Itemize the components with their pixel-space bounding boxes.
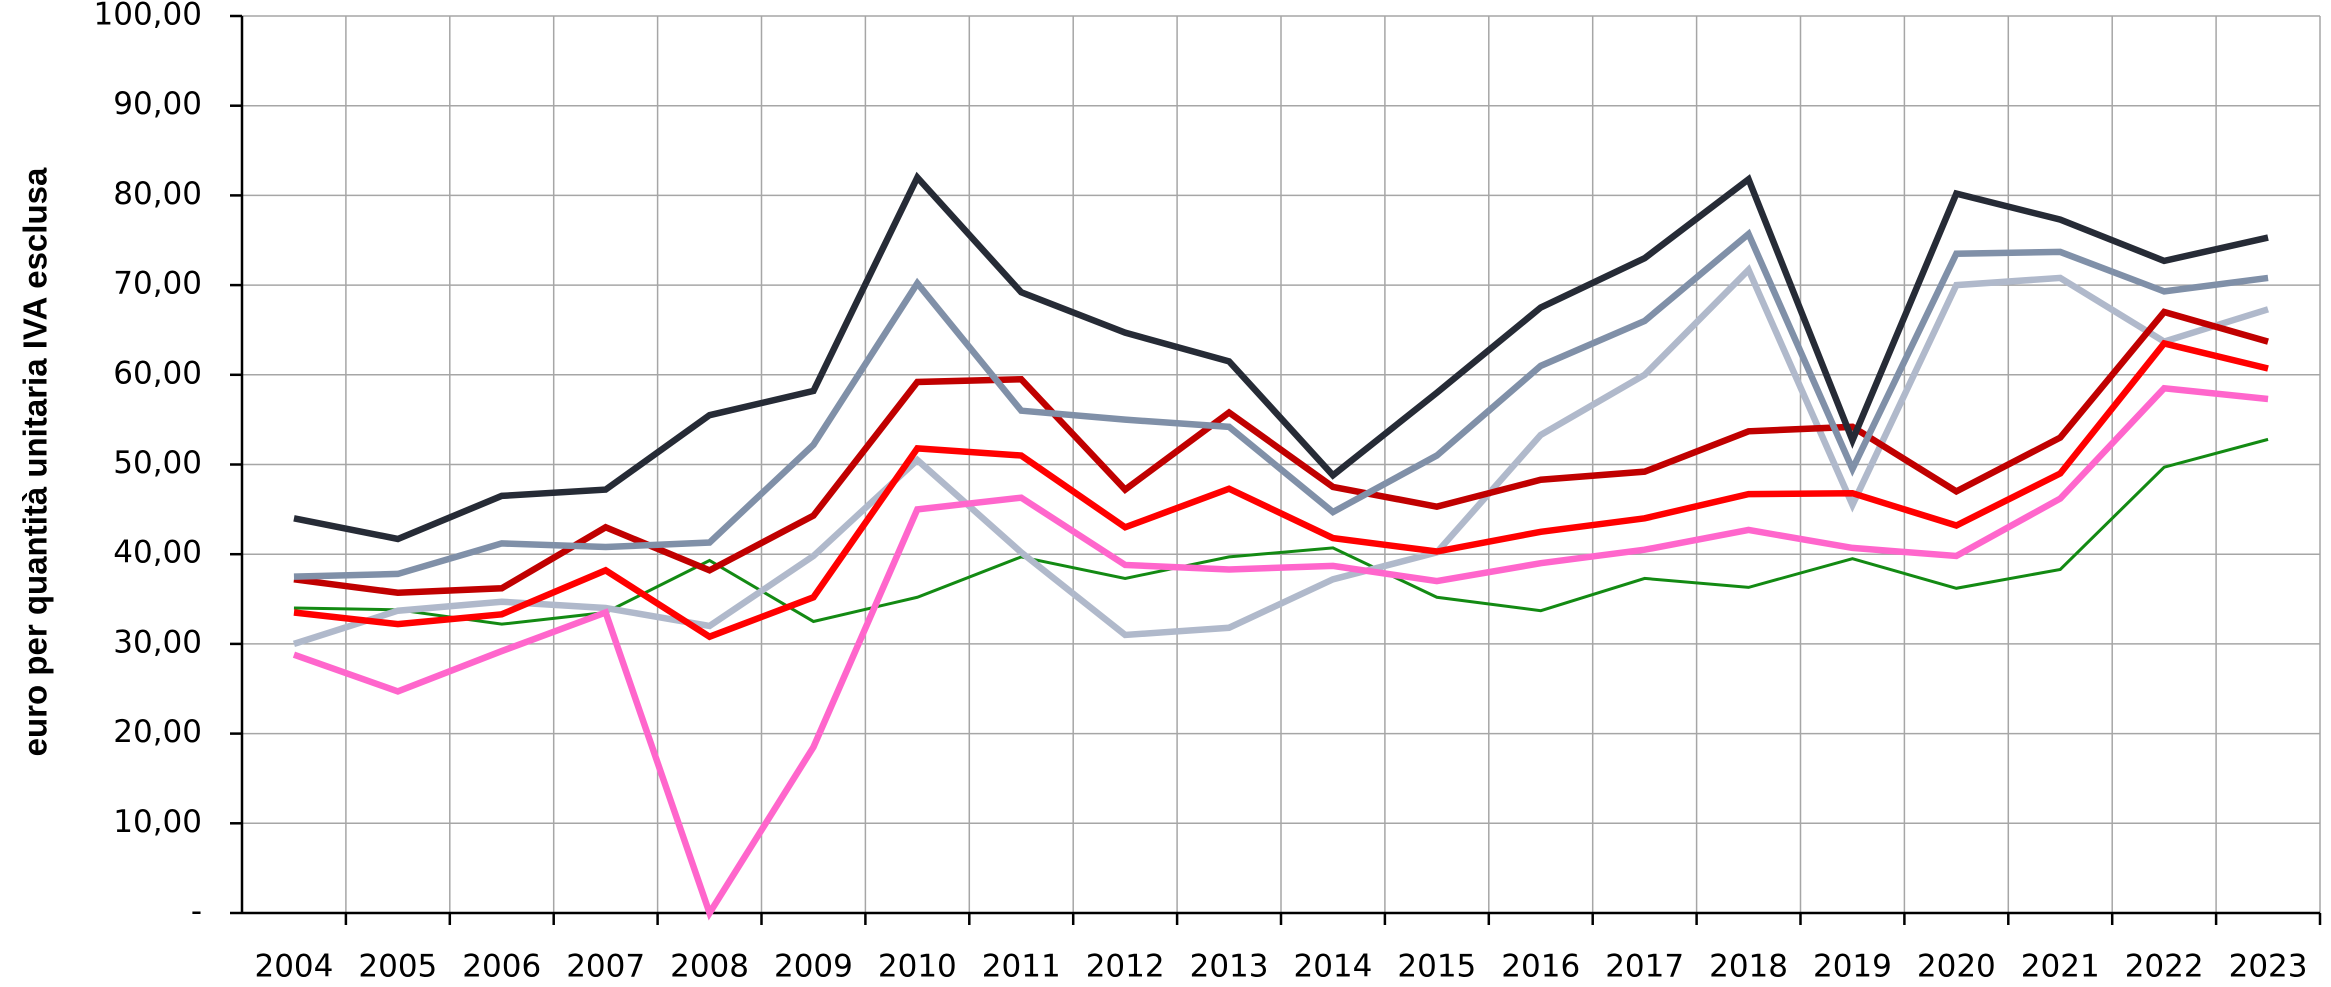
x-tick-label: 2005 [358, 949, 437, 985]
x-tick-label: 2021 [2021, 949, 2100, 985]
series-line [292, 384, 2269, 921]
x-tick-label: 2023 [2229, 949, 2308, 985]
y-tick-label: 100,00 [94, 0, 202, 33]
x-tick-label: 2010 [878, 949, 957, 985]
y-tick-label: 40,00 [113, 535, 202, 571]
y-tick-label: - [191, 894, 202, 930]
series-line [293, 308, 2269, 597]
x-tick-label: 2009 [774, 949, 853, 985]
x-tick-label: 2011 [982, 949, 1061, 985]
series-line [293, 437, 2269, 626]
y-tick-label: 70,00 [113, 266, 202, 302]
x-tick-label: 2007 [566, 949, 645, 985]
series-line [293, 228, 2269, 580]
x-tick-label: 2020 [1917, 949, 1996, 985]
x-tick-label: 2012 [1086, 949, 1165, 985]
x-tick-label: 2017 [1605, 949, 1684, 985]
x-tick-label: 2018 [1709, 949, 1788, 985]
x-tick-label: 2019 [1813, 949, 1892, 985]
y-tick-label: 90,00 [113, 86, 202, 122]
y-tick-label: 50,00 [113, 445, 202, 481]
y-axis-label: euro per quantità unitaria IVA esclusa [17, 167, 54, 756]
x-tick-label: 2016 [1501, 949, 1580, 985]
series-line [293, 171, 2269, 543]
y-tick-label: 20,00 [113, 714, 202, 750]
y-tick-label: 80,00 [113, 176, 202, 212]
x-tick-label: 2004 [254, 949, 333, 985]
x-tick-label: 2008 [670, 949, 749, 985]
y-tick-label: 10,00 [113, 804, 202, 840]
x-tick-label: 2014 [1293, 949, 1372, 985]
series-line [292, 264, 2270, 647]
x-tick-label: 2015 [1397, 949, 1476, 985]
x-tick-label: 2022 [2125, 949, 2204, 985]
x-tick-label: 2013 [1190, 949, 1269, 985]
x-tick-label: 2006 [462, 949, 541, 985]
y-tick-label: 30,00 [113, 624, 202, 660]
series-line [293, 339, 2269, 641]
y-tick-label: 60,00 [113, 355, 202, 391]
